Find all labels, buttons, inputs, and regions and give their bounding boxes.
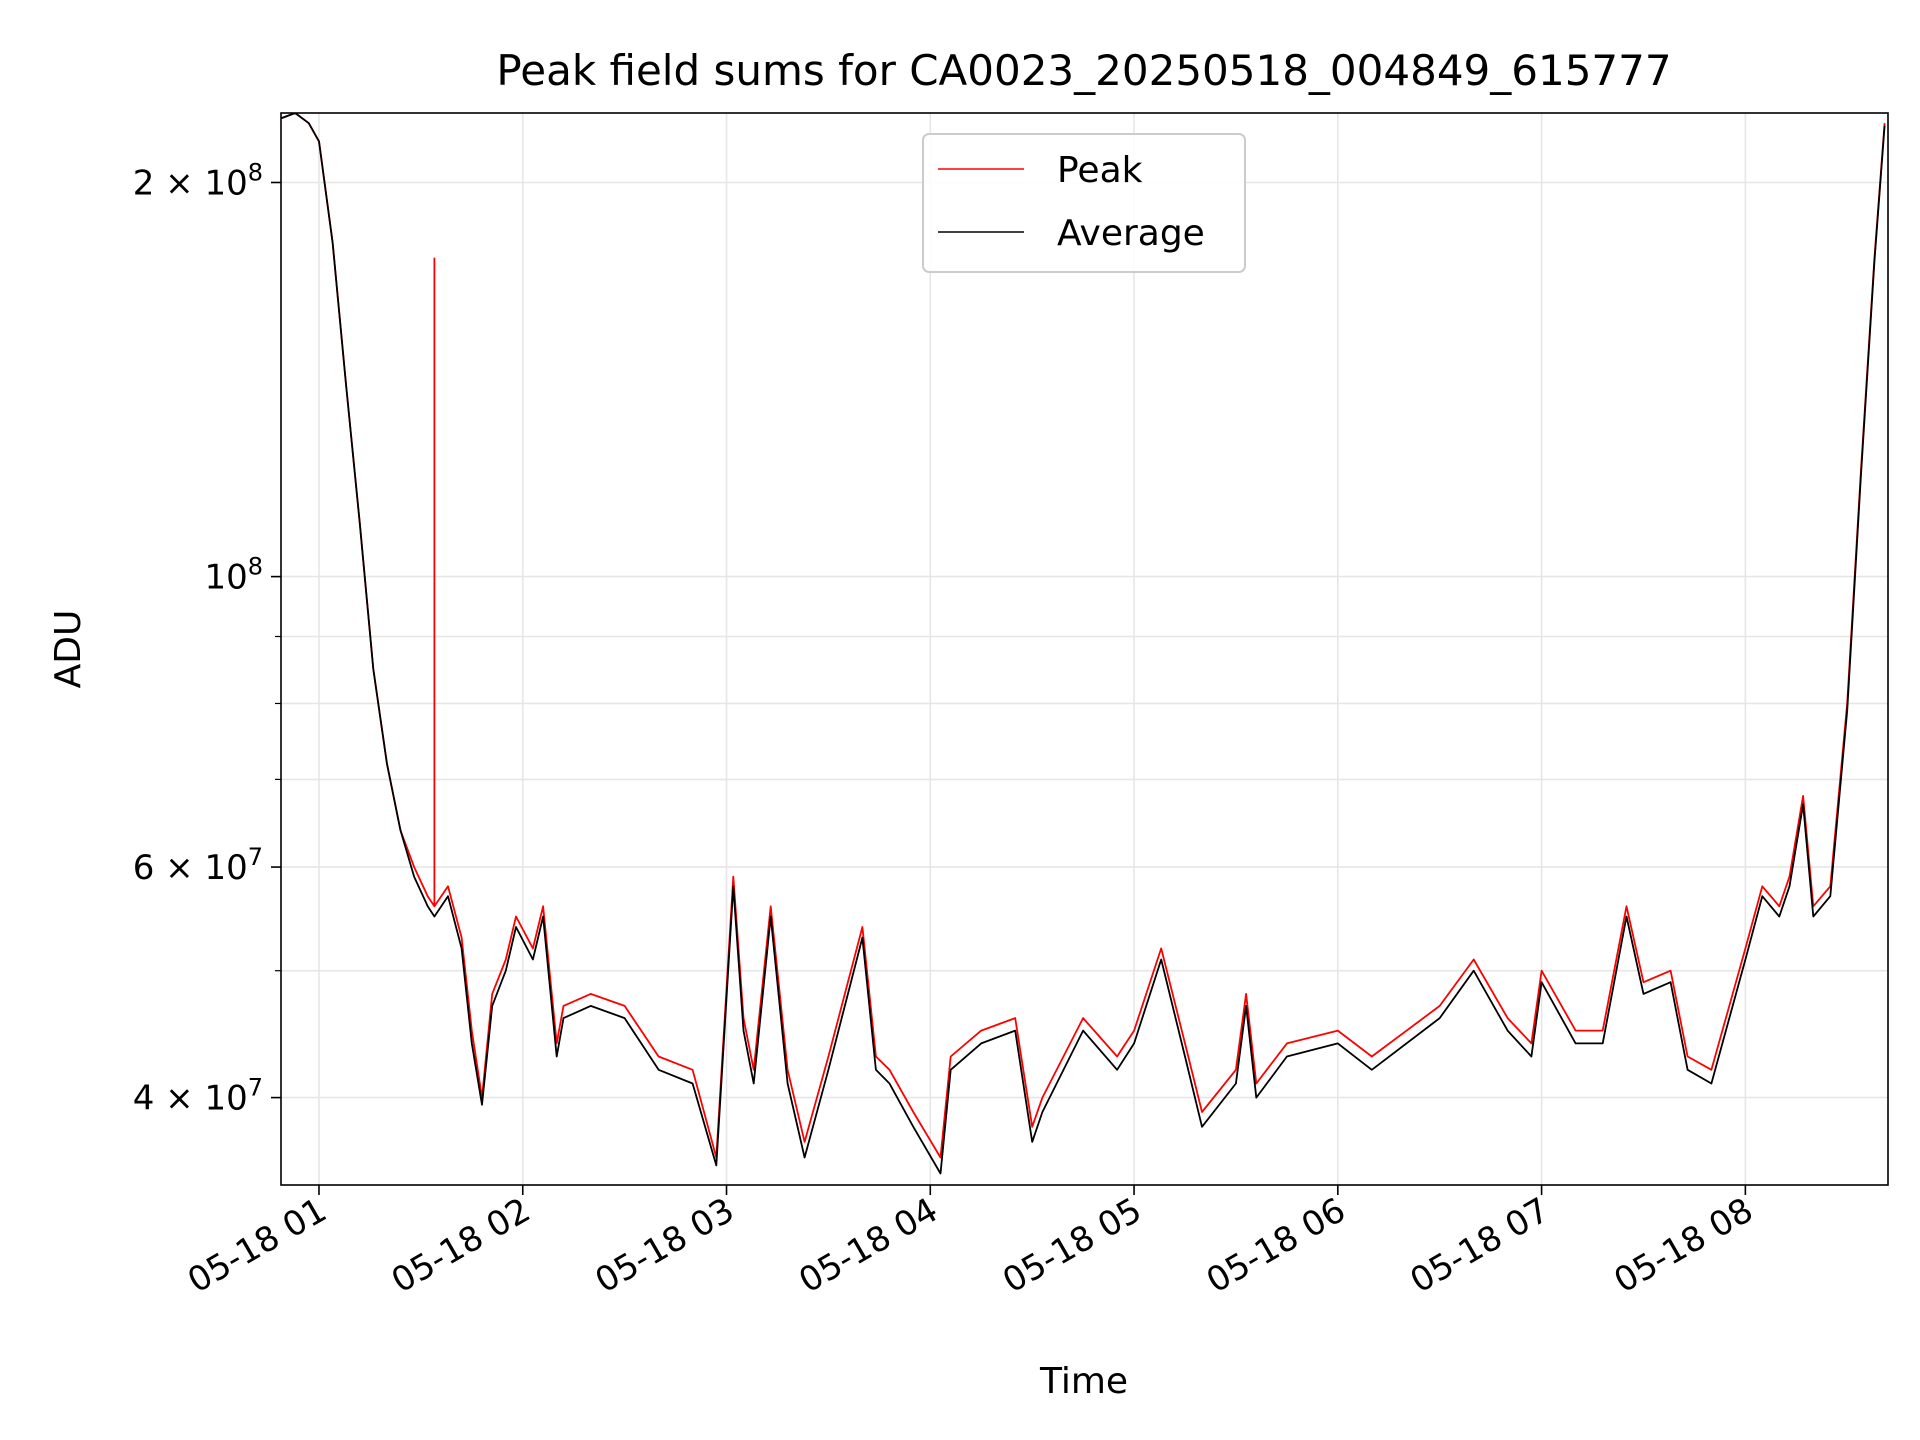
y-axis-label: ADU bbox=[48, 610, 89, 689]
legend: Peak Average bbox=[922, 133, 1246, 273]
series-layer bbox=[281, 113, 1886, 1175]
y-tick-label: 6 × 107 bbox=[133, 843, 263, 888]
y-tick-label: 4 × 107 bbox=[133, 1074, 263, 1119]
x-axis-label: Time bbox=[1039, 1361, 1128, 1402]
series-line-average bbox=[281, 113, 1886, 1175]
plot-frame bbox=[280, 112, 1889, 1186]
y-tick-label: 108 bbox=[204, 553, 263, 598]
y-axis: 2 × 108 108 6 × 107 4 × 107 bbox=[133, 158, 281, 1119]
legend-label-peak: Peak bbox=[1057, 150, 1143, 191]
series-line-peak bbox=[281, 113, 1886, 1159]
grid bbox=[281, 113, 1888, 1185]
chart-title: Peak field sums for CA0023_20250518_0048… bbox=[496, 46, 1671, 95]
legend-label-average: Average bbox=[1057, 213, 1205, 254]
y-tick-label: 2 × 108 bbox=[133, 158, 263, 203]
